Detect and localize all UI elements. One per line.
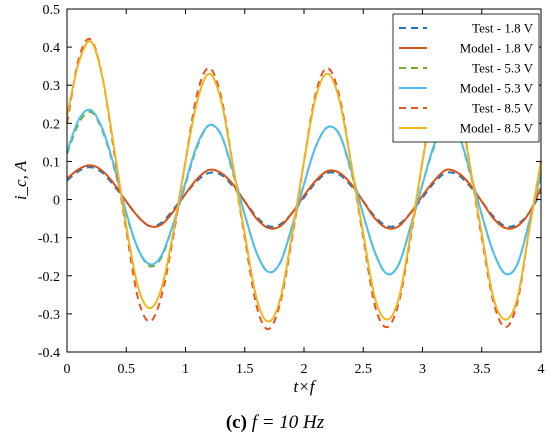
legend-box [392,13,540,143]
x-tick-label: 3 [419,362,426,377]
legend-label-2: Model - 1.8 V [460,41,534,56]
x-tick-label: 2.5 [355,362,373,377]
y-tick-label: -0.1 [38,232,60,247]
legend: Test - 1.8 V Model - 1.8 V Test - 5.3 V Mod… [392,13,540,143]
y-axis-label: i_c, A [11,160,30,200]
legend-label-1: Test - 1.8 V [472,21,534,36]
y-tick-label: 0.1 [43,155,61,170]
legend-items: Test - 1.8 V Model - 1.8 V Test - 5.3 V Mod… [399,21,534,136]
y-tick-label: 0.4 [43,41,61,56]
x-tick-label: 0.5 [118,362,136,377]
caption-text: f = 10 Hz [247,412,325,433]
x-axis-label: t×f [294,377,317,396]
legend-label-6: Model - 8.5 V [460,121,534,136]
caption-label: (c) [226,412,247,433]
y-tick-label: 0.2 [43,117,61,132]
x-tick-label: 0 [64,362,71,377]
x-tick-label: 1.5 [236,362,254,377]
x-tick-label: 4 [538,362,545,377]
x-tick-label: 1 [182,362,189,377]
series-line-2 [66,164,542,230]
ticks-layer: 0 0.5 1 1.5 2 2.5 3 3.5 4 -0.4 -0.3 -0.2 -0.1 0 0.1 0.2… [38,3,545,377]
legend-label-3: Test - 5.3 V [472,61,534,76]
legend-label-4: Model - 5.3 V [460,81,534,96]
legend-label-5: Test - 8.5 V [472,101,534,116]
y-tick-label: 0 [53,194,60,209]
y-tick-label: -0.3 [38,308,60,323]
y-tick-label: 0.3 [43,79,61,94]
y-tick-label: -0.2 [38,270,60,285]
y-tick-label: 0.5 [43,3,61,18]
figure-caption: (c) f = 10 Hz [226,412,325,433]
y-tick-label: -0.4 [38,346,60,361]
x-tick-label: 3.5 [473,362,491,377]
x-tick-label: 2 [301,362,308,377]
